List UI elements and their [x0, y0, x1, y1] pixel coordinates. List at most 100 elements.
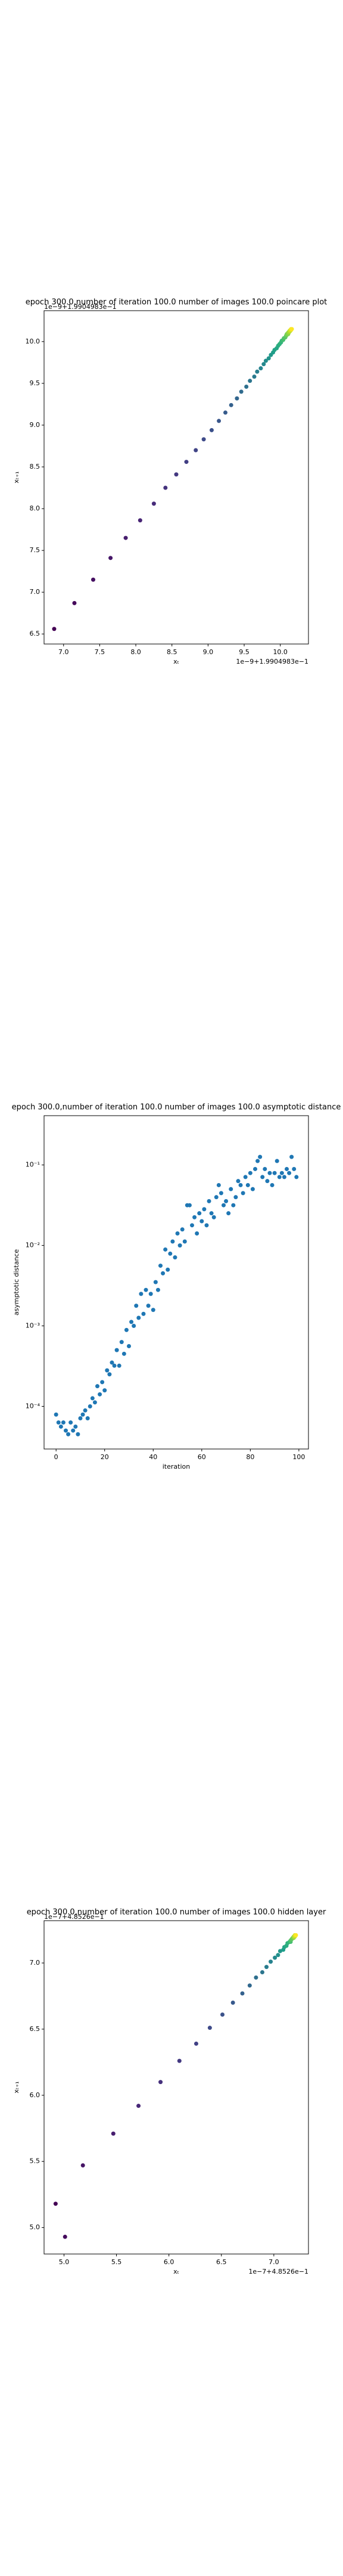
- point: [294, 1933, 298, 1937]
- point: [261, 362, 266, 367]
- y-tick-label: 9.5: [30, 379, 40, 387]
- point: [195, 1231, 199, 1236]
- y-tick-label: 10⁻⁴: [26, 1402, 40, 1410]
- point: [285, 1166, 289, 1171]
- point: [153, 1280, 158, 1284]
- x-tick-label: 60: [198, 1453, 206, 1461]
- x-tick-label: 40: [149, 1453, 157, 1461]
- point: [80, 1412, 85, 1417]
- point: [263, 1166, 267, 1171]
- point: [207, 1199, 211, 1203]
- point: [119, 1340, 124, 1345]
- y-tick-label: 6.5: [30, 2025, 40, 2033]
- point: [276, 1953, 280, 1958]
- point: [282, 1175, 286, 1179]
- x-tick-label: 6.0: [164, 2258, 174, 2266]
- point: [114, 1348, 119, 1352]
- point: [219, 1191, 223, 1196]
- point: [110, 1360, 114, 1365]
- y-tick-label: 7.0: [30, 588, 40, 596]
- point: [72, 600, 77, 605]
- point: [258, 1154, 263, 1159]
- point: [292, 1166, 297, 1171]
- y-tick-label: 10⁻³: [26, 1322, 40, 1330]
- point: [102, 1388, 107, 1393]
- point: [245, 1182, 250, 1187]
- point: [233, 1195, 238, 1200]
- point: [264, 1965, 269, 1970]
- point: [260, 1175, 265, 1179]
- point: [151, 501, 156, 506]
- point: [108, 556, 113, 561]
- point: [105, 1368, 110, 1373]
- point: [266, 356, 271, 361]
- point: [263, 358, 268, 363]
- point: [270, 1182, 275, 1187]
- point: [204, 1223, 209, 1228]
- point: [61, 1420, 66, 1425]
- y-tick-label: 8.0: [30, 504, 40, 512]
- point: [258, 366, 263, 371]
- x-tick-label: 0: [54, 1453, 58, 1461]
- point: [277, 1949, 282, 1953]
- point: [289, 1154, 294, 1159]
- point: [230, 2001, 235, 2005]
- point: [80, 2163, 85, 2168]
- point: [250, 1187, 255, 1191]
- axes-frame: [43, 310, 309, 645]
- point: [277, 1175, 282, 1179]
- point: [229, 1187, 233, 1191]
- point: [56, 1420, 61, 1425]
- point: [214, 1195, 219, 1200]
- y-offset: 1e−7+4.8526e−1: [44, 1913, 104, 1921]
- y-axis-label: xₜ₊₁: [13, 472, 20, 484]
- x-tick-label: 80: [246, 1453, 254, 1461]
- point: [155, 1287, 160, 1292]
- point: [222, 1203, 226, 1208]
- x-tick-label: 7.0: [58, 648, 69, 656]
- point: [138, 518, 142, 523]
- point: [129, 1320, 134, 1324]
- x-axis-label: xₜ: [173, 2268, 179, 2275]
- x-tick-label: 6.5: [216, 2258, 227, 2266]
- x-tick-label: 5.5: [111, 2258, 122, 2266]
- point: [248, 1171, 252, 1175]
- axes-frame: [43, 1115, 309, 1450]
- axes-frame: [43, 1920, 309, 2255]
- point: [58, 1424, 63, 1429]
- point: [238, 1182, 243, 1187]
- point: [71, 1428, 76, 1433]
- point: [163, 485, 168, 490]
- y-tick-label: 6.0: [30, 2091, 40, 2099]
- point: [100, 1380, 105, 1385]
- y-tick-label: 5.5: [30, 2157, 40, 2165]
- point: [224, 1199, 229, 1203]
- x-axis-label: xₜ: [173, 658, 179, 665]
- point: [240, 1991, 245, 1996]
- point: [52, 627, 57, 631]
- y-axis-label: asymptotic distance: [13, 1249, 20, 1315]
- point: [158, 1264, 163, 1268]
- point: [174, 472, 179, 477]
- point: [248, 379, 252, 383]
- point: [180, 1227, 185, 1232]
- point: [202, 1207, 207, 1212]
- point: [53, 2202, 58, 2206]
- point: [168, 1251, 173, 1256]
- chart-title: epoch 300.0,number of iteration 100.0 nu…: [27, 1908, 326, 1917]
- point: [190, 1223, 195, 1228]
- point: [199, 1219, 204, 1224]
- point: [144, 1287, 148, 1292]
- point: [151, 1308, 155, 1312]
- point: [184, 460, 189, 465]
- point: [136, 1315, 141, 1320]
- point: [236, 1179, 241, 1184]
- point: [112, 1363, 117, 1368]
- point: [66, 1432, 71, 1436]
- point: [239, 389, 244, 394]
- point: [209, 428, 214, 432]
- x-offset: 1e−7+4.8526e−1: [248, 2268, 308, 2275]
- point: [83, 1408, 88, 1413]
- x-tick-label: 100: [292, 1453, 305, 1461]
- point: [267, 1171, 272, 1175]
